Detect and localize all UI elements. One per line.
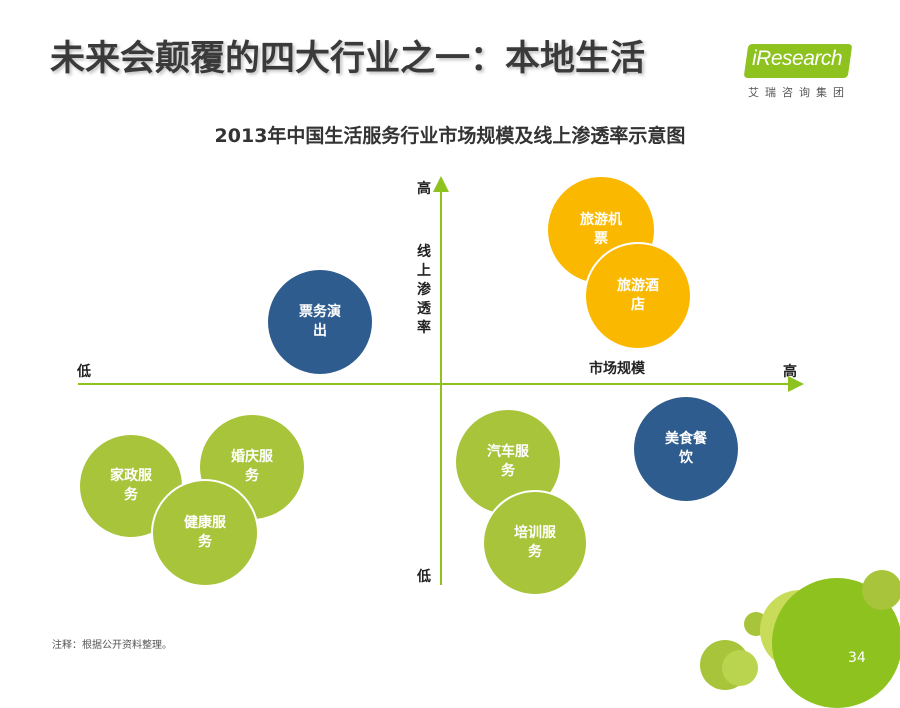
footnote: 注释：根据公开资料整理。	[52, 640, 172, 651]
page-title: 未来会颠覆的四大行业之一：本地生活	[50, 38, 646, 79]
bubble-health-services: 健康服务	[151, 479, 259, 587]
quadrant-axes	[78, 176, 804, 585]
decor-circle	[722, 650, 758, 686]
bubble-travel-hotels: 旅游酒店	[584, 242, 692, 350]
bubble-housekeeping-services: 家政服务	[78, 433, 184, 539]
x-axis-title: 市场规模	[589, 361, 645, 377]
bubble-training-services: 培训服务	[482, 490, 588, 596]
y-axis-low-label: 低	[417, 569, 431, 585]
page-number: 34	[848, 650, 866, 666]
decor-circle	[862, 570, 900, 610]
logo-text: iResearch	[752, 47, 843, 70]
x-axis-low-label: 低	[77, 364, 91, 380]
chart-title: 2013年中国生活服务行业市场规模及线上渗透率示意图	[214, 125, 686, 147]
bubble-food-dining: 美食餐饮	[634, 397, 738, 501]
logo-subtitle: 艾瑞咨询集团	[748, 86, 850, 99]
iresearch-logo: iResearch 艾瑞咨询集团	[743, 44, 856, 100]
x-axis-high-label: 高	[783, 364, 797, 380]
bubble-ticketing-shows: 票务演出	[268, 270, 372, 374]
y-axis-title: 线上渗透率	[417, 244, 431, 336]
y-axis-high-label: 高	[417, 181, 431, 197]
